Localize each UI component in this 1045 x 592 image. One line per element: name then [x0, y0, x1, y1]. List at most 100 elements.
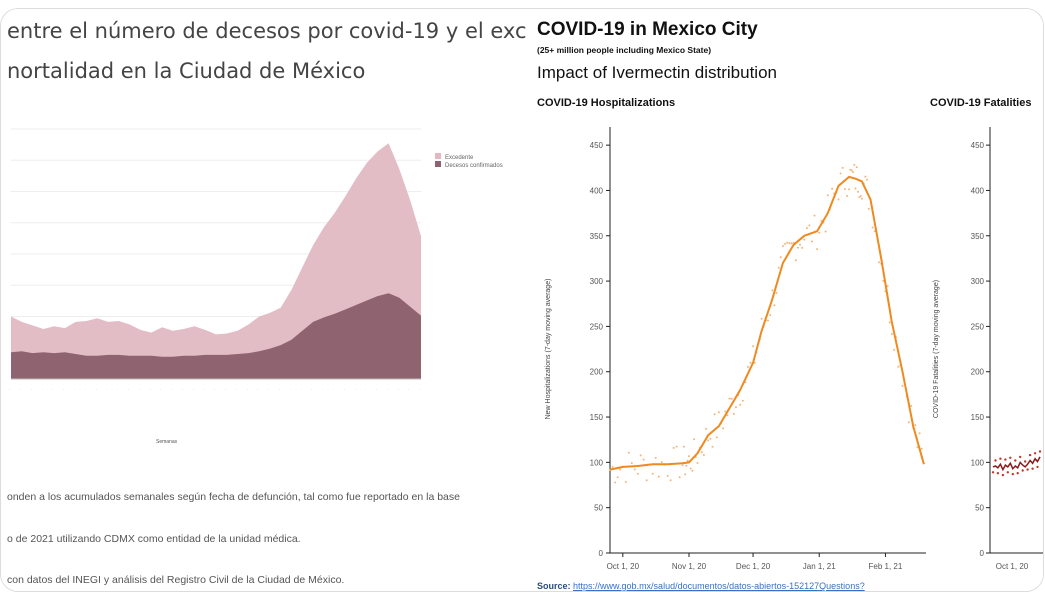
daily-hosp-point: [619, 468, 622, 471]
x-tick-mark: ·: [385, 389, 390, 390]
x-tick-mark: ·: [201, 389, 206, 390]
chart-subtitle: (25+ million people including Mexico Sta…: [537, 45, 712, 55]
y-tick-label: 50: [594, 504, 603, 513]
daily-hosp-point: [805, 227, 808, 230]
daily-hosp-point: [816, 248, 819, 251]
right-image-panel: COVID-19 in Mexico City (25+ million peo…: [526, 9, 1043, 591]
x-tick-mark: ·: [417, 389, 422, 390]
source-link[interactable]: https://www.gob.mx/salud/documentos/dato…: [573, 581, 820, 591]
daily-hosp-point: [777, 266, 780, 269]
x-axis-label: Semanas: [156, 439, 178, 445]
x-tick-mark: ·: [29, 389, 34, 390]
daily-hosp-point: [654, 456, 657, 459]
daily-hosp-point: [890, 333, 893, 335]
daily-hosp-point: [871, 226, 874, 229]
hosp-moving-average-line: [609, 175, 925, 471]
daily-hosp-point: [688, 455, 690, 458]
daily-hosp-point: [669, 479, 672, 482]
daily-hosp-point: [918, 432, 921, 435]
x-tick-mark: ·: [255, 389, 260, 390]
daily-hosp-point: [788, 242, 791, 245]
x-tick-mark: ·: [341, 389, 346, 390]
daily-hosp-point: [803, 238, 806, 241]
fatal-y-axis-label: COVID-19 Fatalities (7-day moving averag…: [933, 280, 940, 418]
fatal-point: [1006, 471, 1009, 474]
x-tick-mark: ·: [180, 389, 185, 390]
x-tick-mark: ·: [331, 389, 336, 390]
fatal-y-tick-label: 150: [971, 413, 985, 422]
daily-hosp-point: [867, 207, 870, 210]
daily-hosp-point: [818, 231, 821, 234]
daily-hosp-point: [693, 438, 696, 441]
questions-link[interactable]: Questions?: [819, 581, 865, 591]
daily-hosp-point: [767, 319, 769, 322]
daily-hosp-point: [769, 314, 772, 317]
y-tick-label: 0: [599, 549, 604, 558]
fatal-y-tick-label: 400: [971, 186, 985, 195]
legend-swatch: [435, 153, 441, 159]
x-tick-mark: ·: [234, 389, 239, 390]
daily-hosp-point: [854, 187, 857, 190]
daily-hosp-point: [753, 361, 756, 364]
fatal-point: [1028, 453, 1032, 457]
daily-hosp-point: [700, 451, 703, 454]
daily-hosp-point: [853, 163, 856, 166]
x-tick-mark: ·: [320, 389, 325, 390]
daily-hosp-point: [799, 243, 801, 246]
daily-hosp-point: [888, 321, 891, 324]
daily-hosp-point: [627, 451, 630, 454]
y-tick-label: 250: [590, 322, 604, 331]
left-title-line-1: entre el número de decesos por covid-19 …: [7, 19, 526, 43]
daily-hosp-point: [709, 437, 712, 440]
legend-label: Excedente: [445, 155, 474, 161]
fatal-point: [1019, 455, 1022, 459]
daily-hosp-point: [811, 240, 813, 243]
daily-hosp-point: [691, 469, 694, 472]
x-tick-mark: ·: [309, 389, 314, 390]
daily-hosp-point: [739, 403, 742, 406]
y-tick-label: 300: [590, 277, 604, 286]
daily-hosp-point: [824, 230, 827, 233]
daily-hosp-point: [760, 317, 763, 320]
daily-hosp-point: [841, 166, 844, 169]
daily-hosp-point: [684, 473, 687, 476]
daily-hosp-point: [859, 195, 862, 197]
daily-hosp-point: [630, 462, 633, 465]
note-line-3: con datos del INEGI y análisis del Regis…: [7, 574, 345, 586]
daily-hosp-point: [689, 467, 692, 470]
fatal-moving-average-line: [992, 456, 1041, 472]
daily-hosp-point: [826, 194, 829, 197]
daily-hosp-point: [779, 256, 782, 259]
daily-hosp-point: [843, 188, 846, 190]
left-image-panel: entre el número de decesos por covid-19 …: [1, 9, 526, 591]
x-tick-mark: ·: [288, 389, 293, 390]
legend-label: Decesos confirmados: [445, 163, 503, 169]
hosp-chart-title: COVID-19 Hospitalizations: [537, 97, 676, 109]
daily-hosp-point: [914, 424, 917, 427]
daily-hosp-point: [726, 414, 729, 417]
daily-hosp-point: [715, 436, 718, 439]
fatal-point: [1014, 459, 1017, 462]
daily-hosp-point: [645, 479, 648, 482]
note-line-1: onden a los acumulados semanales según f…: [7, 491, 460, 503]
x-tick-mark: ·: [93, 389, 98, 390]
x-tick-mark: ·: [298, 389, 303, 390]
daily-hosp-point: [831, 187, 834, 190]
daily-hosp-point: [642, 458, 645, 461]
x-tick-mark: ·: [169, 389, 174, 390]
daily-hosp-point: [850, 169, 853, 172]
y-tick-label: 400: [590, 186, 604, 195]
fatal-point: [1021, 469, 1024, 472]
x-tick-mark: ·: [363, 389, 368, 390]
fatal-point: [1009, 456, 1012, 459]
daily-hosp-point: [678, 476, 681, 479]
daily-hosp-point: [696, 462, 699, 464]
x-tick-mark: ·: [266, 389, 271, 390]
fatal-y-tick-label: 50: [975, 504, 984, 513]
daily-hosp-point: [639, 454, 642, 457]
confirmed-area: [11, 293, 421, 379]
fatal-point: [1004, 458, 1007, 461]
daily-hosp-point: [784, 242, 787, 245]
y-axis-label: New Hospitalizations (7-day moving avera…: [545, 279, 552, 420]
x-tick-mark: ·: [190, 389, 195, 390]
